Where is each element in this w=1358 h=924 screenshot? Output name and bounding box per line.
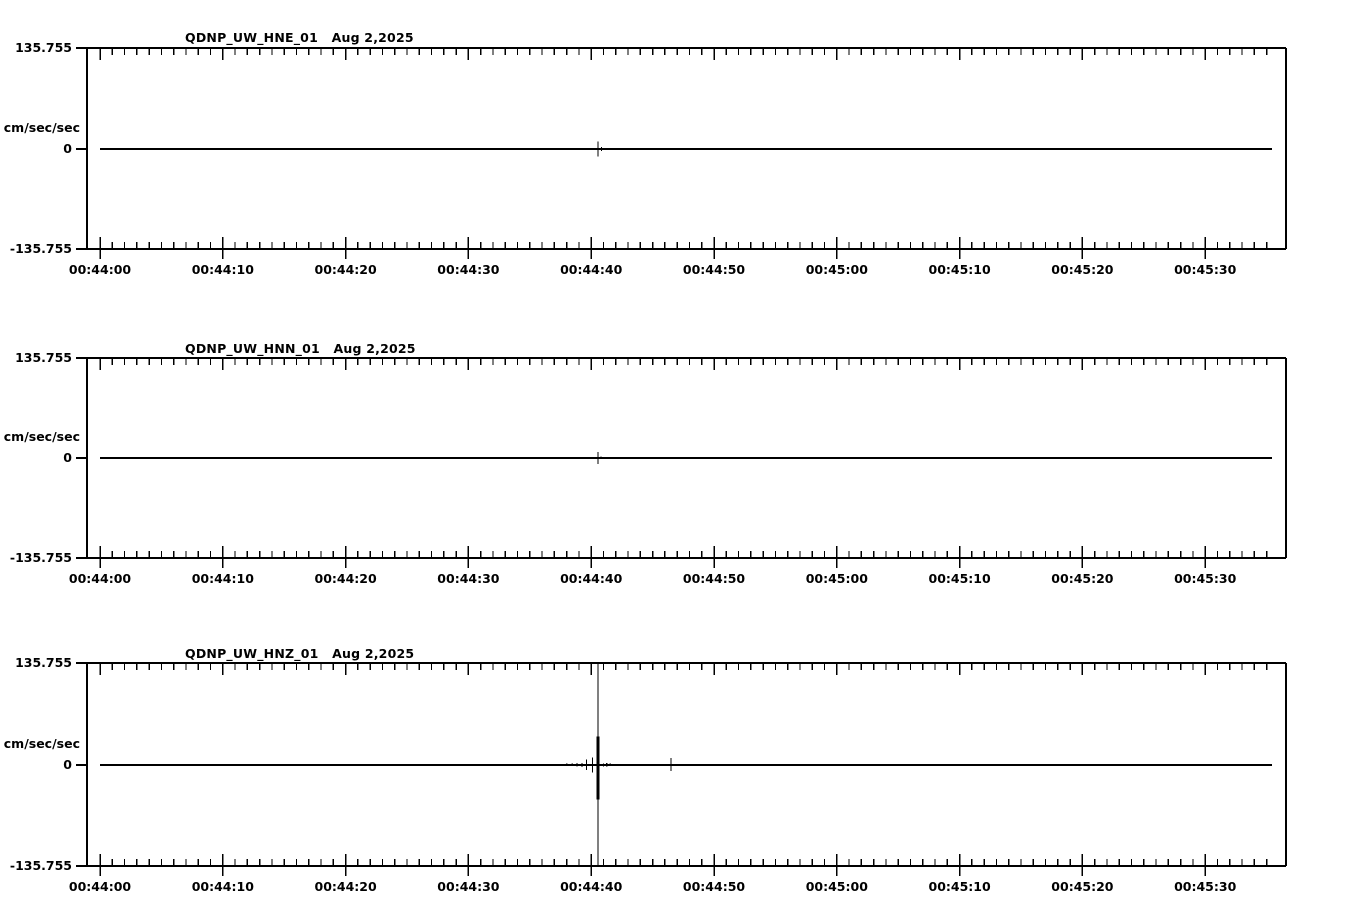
y-axis-zero-label-hne: 0 [63, 141, 72, 156]
x-tick-label: 00:44:30 [437, 571, 500, 586]
waveform-trace-hnz [100, 663, 1272, 866]
panel-hnn: QDNP_UW_HNN_01 Aug 2,2025 135.755 cm/sec… [0, 310, 1358, 610]
x-tick-label: 00:45:10 [928, 571, 991, 586]
y-axis-max-label-hnz: 135.755 [15, 655, 72, 670]
y-axis-min-label-hnz: -135.755 [9, 858, 72, 873]
y-axis-max-label-hnn: 135.755 [15, 350, 72, 365]
x-tick-label: 00:44:30 [437, 262, 500, 277]
x-tick-label: 00:45:30 [1174, 879, 1237, 894]
x-axis-ticks-hnz [99, 663, 1268, 876]
y-axis-ticks-hne [76, 47, 87, 250]
x-tick-label: 00:44:40 [560, 262, 623, 277]
panel-title-hnz: QDNP_UW_HNZ_01 Aug 2,2025 [185, 646, 415, 661]
x-tick-label: 00:44:00 [68, 262, 132, 277]
x-tick-label: 00:45:20 [1051, 879, 1114, 894]
panel-title-hne: QDNP_UW_HNE_01 Aug 2,2025 [185, 30, 414, 45]
x-tick-label: 00:45:00 [805, 571, 868, 586]
y-axis-units-label-hne: cm/sec/sec [3, 120, 80, 135]
waveform-trace-hne [100, 141, 1272, 157]
x-tick-label: 00:44:50 [682, 571, 746, 586]
x-tick-label: 00:44:50 [682, 879, 746, 894]
y-axis-units-label-hnz: cm/sec/sec [3, 736, 80, 751]
x-tick-label: 00:45:00 [805, 262, 868, 277]
x-axis-ticks-hne [99, 48, 1268, 259]
panel-hnz: QDNP_UW_HNZ_01 Aug 2,2025 135.755 cm/sec… [0, 615, 1358, 915]
x-tick-label: 00:44:10 [191, 571, 254, 586]
y-axis-min-label-hnn: -135.755 [9, 550, 72, 565]
x-axis-ticks-hnn [99, 358, 1268, 568]
x-tick-label: 00:45:10 [928, 879, 991, 894]
plot-area-hnn [76, 357, 1287, 568]
x-tick-label: 00:45:20 [1051, 262, 1114, 277]
x-tick-label: 00:44:00 [68, 571, 132, 586]
x-tick-label: 00:44:50 [682, 262, 746, 277]
waveform-trace-hnn [100, 451, 1272, 464]
x-tick-label: 00:44:10 [191, 879, 254, 894]
x-tick-label: 00:44:20 [314, 262, 377, 277]
x-tick-label: 00:44:30 [437, 879, 500, 894]
y-axis-units-label-hnn: cm/sec/sec [3, 429, 80, 444]
y-axis-min-label-hne: -135.755 [9, 241, 72, 256]
y-axis-ticks-hnn [76, 357, 87, 559]
x-tick-label: 00:45:30 [1174, 262, 1237, 277]
y-axis-max-label-hne: 135.755 [15, 40, 72, 55]
x-tick-label: 00:44:10 [191, 262, 254, 277]
x-tick-label: 00:44:20 [314, 571, 377, 586]
x-tick-label: 00:45:30 [1174, 571, 1237, 586]
y-axis-zero-label-hnn: 0 [63, 450, 72, 465]
x-tick-label: 00:45:00 [805, 879, 868, 894]
panel-title-hnn: QDNP_UW_HNN_01 Aug 2,2025 [185, 341, 416, 356]
x-tick-label: 00:44:40 [560, 571, 623, 586]
y-axis-ticks-hnz [76, 662, 87, 867]
x-tick-label: 00:45:20 [1051, 571, 1114, 586]
panel-hne: QDNP_UW_HNE_01 Aug 2,2025 135.755 cm/sec… [0, 0, 1358, 300]
x-tick-label: 00:44:00 [68, 879, 132, 894]
plot-area-hne [76, 47, 1287, 259]
x-tick-label: 00:44:20 [314, 879, 377, 894]
x-tick-label: 00:45:10 [928, 262, 991, 277]
plot-area-hnz [76, 662, 1287, 876]
y-axis-zero-label-hnz: 0 [63, 757, 72, 772]
x-tick-label: 00:44:40 [560, 879, 623, 894]
